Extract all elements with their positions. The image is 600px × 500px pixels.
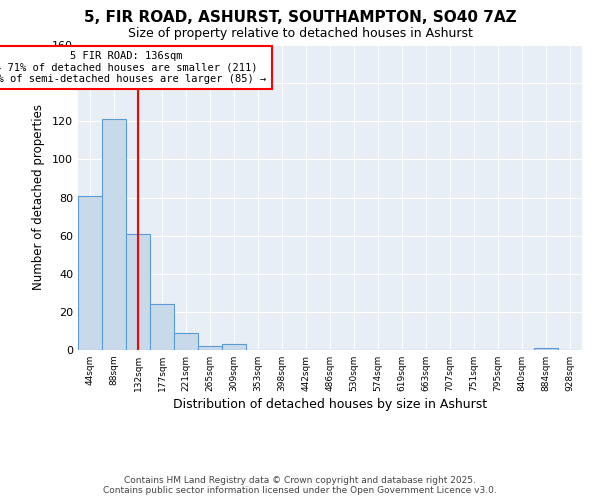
Bar (222, 344, 246, 350)
Text: 5 FIR ROAD: 136sqm
← 71% of detached houses are smaller (211)
29% of semi-detach: 5 FIR ROAD: 136sqm ← 71% of detached hou… (0, 50, 266, 84)
Bar (534, 348, 558, 350)
Bar (150, 304, 174, 350)
Text: Size of property relative to detached houses in Ashurst: Size of property relative to detached ho… (128, 28, 472, 40)
Bar (78, 196, 102, 350)
Bar (102, 120, 126, 350)
X-axis label: Distribution of detached houses by size in Ashurst: Distribution of detached houses by size … (173, 398, 487, 411)
Bar (198, 346, 222, 350)
Y-axis label: Number of detached properties: Number of detached properties (32, 104, 45, 290)
Text: 5, FIR ROAD, ASHURST, SOUTHAMPTON, SO40 7AZ: 5, FIR ROAD, ASHURST, SOUTHAMPTON, SO40 … (83, 10, 517, 25)
Bar (174, 333, 198, 350)
Text: Contains HM Land Registry data © Crown copyright and database right 2025.
Contai: Contains HM Land Registry data © Crown c… (103, 476, 497, 495)
Bar (126, 234, 150, 350)
